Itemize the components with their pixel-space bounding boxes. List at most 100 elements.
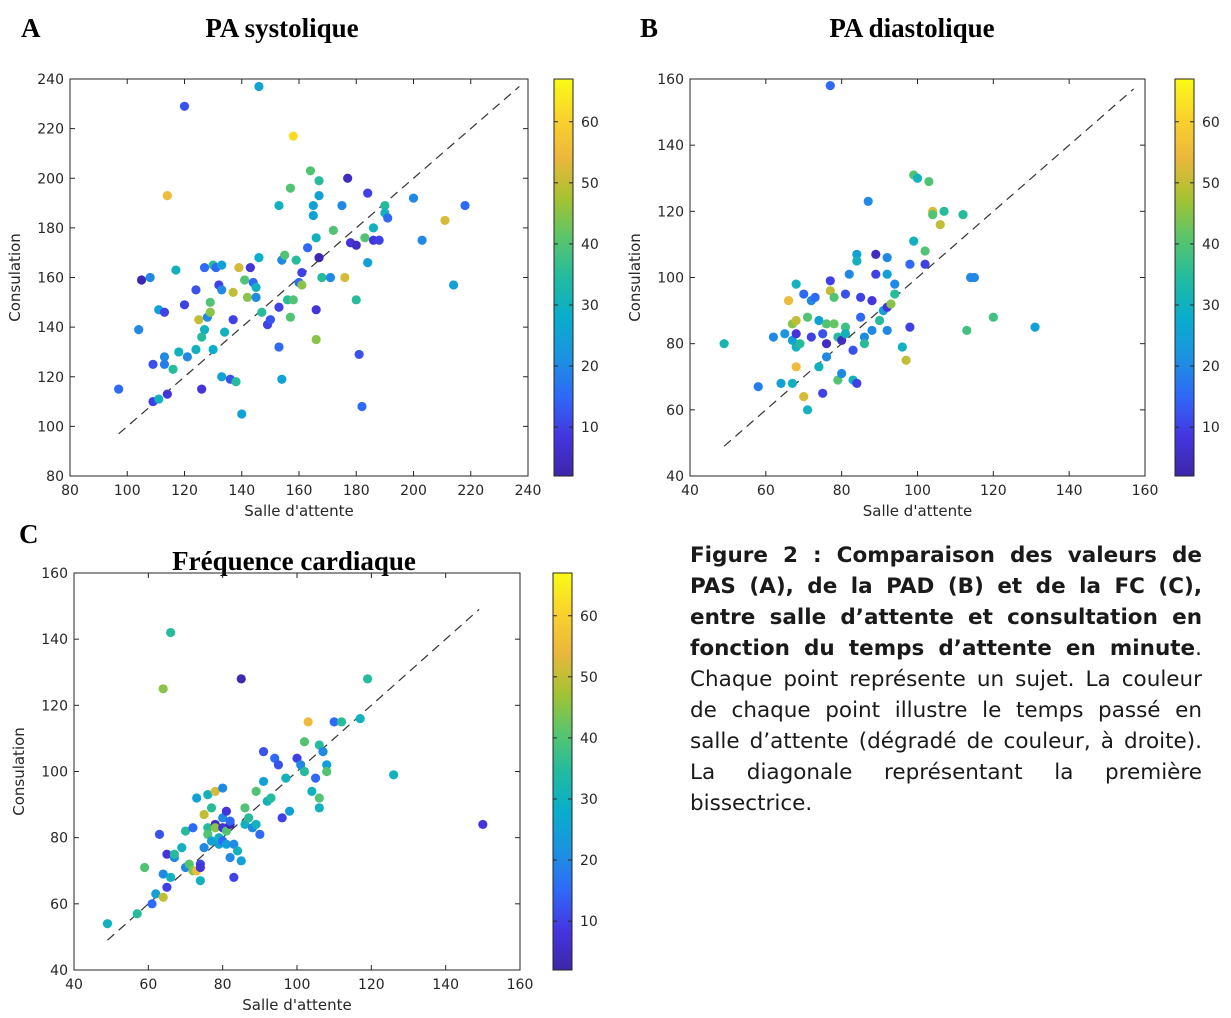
data-point <box>799 289 809 299</box>
x-tick-label: 140 <box>432 977 459 993</box>
data-point <box>258 747 269 757</box>
data-point <box>886 299 896 309</box>
data-point <box>274 200 284 211</box>
data-point <box>311 334 321 345</box>
bisector-line <box>107 608 480 941</box>
data-point <box>829 319 839 329</box>
data-point <box>219 327 230 337</box>
data-point <box>242 292 253 302</box>
bisector-line <box>118 85 520 435</box>
data-point <box>225 852 235 863</box>
figure-caption: Figure 2 : Comparaison des valeurs de PA… <box>690 540 1202 819</box>
data-point <box>168 364 178 374</box>
data-point <box>303 717 313 727</box>
colorbar-tick-label: 20 <box>581 359 599 375</box>
x-tick-label: 180 <box>343 483 370 499</box>
data-point <box>874 315 885 326</box>
data-point <box>897 342 907 352</box>
data-point <box>228 287 238 297</box>
data-point <box>148 359 158 369</box>
data-point <box>856 292 866 302</box>
data-point <box>240 275 250 285</box>
x-tick-label: 120 <box>171 483 198 499</box>
data-point <box>882 325 892 336</box>
data-point <box>182 352 192 362</box>
data-point <box>374 235 384 245</box>
data-point <box>147 899 157 909</box>
data-point <box>852 378 862 388</box>
x-tick-label: 40 <box>65 977 83 993</box>
data-point <box>162 389 172 399</box>
data-point <box>132 909 142 919</box>
data-point <box>810 292 820 302</box>
data-point <box>829 292 839 302</box>
y-tick-label: 120 <box>657 204 684 220</box>
data-point <box>905 259 915 269</box>
data-point <box>448 280 459 290</box>
y-tick-label: 160 <box>37 271 64 287</box>
y-tick-label: 220 <box>37 122 64 138</box>
data-point <box>920 246 930 256</box>
y-tick-label: 40 <box>50 963 68 979</box>
data-point <box>288 295 298 305</box>
data-point <box>140 862 150 873</box>
y-tick-label: 160 <box>41 566 68 582</box>
data-point <box>308 200 318 211</box>
data-point <box>265 315 275 325</box>
data-point <box>863 196 873 207</box>
data-point <box>340 272 350 283</box>
data-point <box>825 81 835 91</box>
data-point <box>166 872 176 882</box>
data-point <box>136 275 147 285</box>
panel-b-title: PA diastolique <box>829 13 994 43</box>
x-tick-label: 100 <box>284 977 311 993</box>
data-point <box>322 766 332 777</box>
data-point <box>114 384 124 394</box>
data-point <box>162 849 172 859</box>
data-point <box>328 225 338 235</box>
data-point <box>195 862 205 873</box>
data-point <box>825 276 835 286</box>
data-point <box>337 200 347 211</box>
x-tick-label: 80 <box>833 483 851 499</box>
data-point <box>251 292 261 302</box>
data-point <box>159 307 170 317</box>
panel-c-plot: 40 60 80 100 120 140 160 40 60 80 100 120 140 160 Sall… <box>10 566 533 1014</box>
data-point <box>229 872 239 882</box>
y-tick-label: 140 <box>37 320 64 336</box>
data-point <box>314 176 324 186</box>
data-point <box>821 319 832 329</box>
data-point <box>159 352 170 362</box>
data-point <box>179 300 190 310</box>
x-tick-label: 40 <box>681 483 699 499</box>
data-point <box>852 256 862 266</box>
colorbar-tick-label: 60 <box>1202 115 1220 131</box>
data-point <box>217 285 227 295</box>
y-tick-label: 160 <box>657 72 684 88</box>
x-tick-label: 160 <box>286 483 313 499</box>
data-point <box>920 259 930 269</box>
data-point <box>145 272 155 283</box>
data-point <box>818 329 828 339</box>
data-point <box>440 215 450 226</box>
data-point <box>776 378 786 388</box>
data-point <box>240 803 250 813</box>
panel-b-colorbar: 10 20 30 40 50 60 <box>1174 78 1220 477</box>
x-tick-label: 160 <box>507 977 534 993</box>
colorbar-tick-label: 20 <box>1202 359 1220 375</box>
data-point <box>245 262 255 273</box>
data-point <box>783 296 794 306</box>
y-tick-label: 80 <box>50 831 68 847</box>
data-point <box>255 829 265 839</box>
y-tick-label: 200 <box>37 171 64 187</box>
data-point <box>337 717 347 727</box>
colorbar-tick-label: 40 <box>581 237 599 253</box>
data-point <box>935 219 945 230</box>
data-point <box>928 210 938 220</box>
colorbar-tick-label: 50 <box>581 176 599 192</box>
data-point <box>840 289 851 299</box>
data-point <box>909 236 919 246</box>
y-tick-label: 60 <box>50 897 68 913</box>
data-point <box>285 183 296 193</box>
